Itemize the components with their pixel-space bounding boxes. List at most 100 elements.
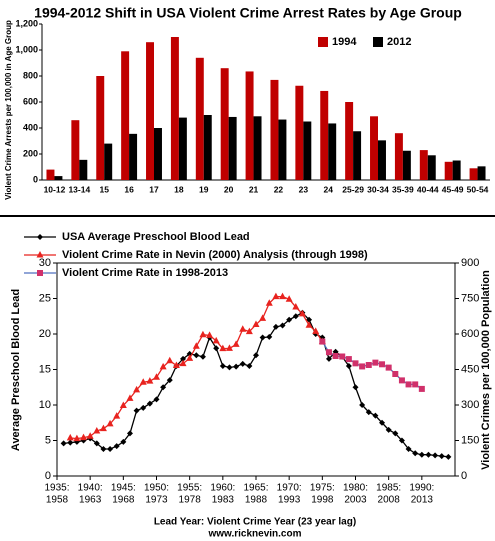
x-tick-sublabel: 2003 [344, 495, 367, 506]
point [405, 446, 412, 453]
x-tick-sublabel: 2013 [411, 495, 434, 506]
point [133, 385, 141, 393]
point [206, 331, 214, 338]
x-tick-label: 10-12 [44, 184, 66, 194]
x-tick-label: 16 [124, 184, 134, 194]
point [286, 316, 293, 323]
bar [154, 128, 162, 180]
x-tick-label: 1940: [78, 483, 103, 494]
legend-label: USA Average Preschool Blood Lead [62, 231, 250, 243]
point [86, 432, 94, 439]
y2-tick-label: 600 [461, 328, 479, 340]
bar [353, 131, 362, 180]
point [345, 356, 352, 363]
point [425, 451, 432, 458]
point [266, 333, 273, 340]
point [225, 344, 233, 351]
bar [469, 168, 478, 180]
point [126, 394, 134, 401]
point [246, 362, 253, 369]
point [166, 356, 174, 364]
y-tick-label: 400 [23, 122, 38, 132]
point [166, 377, 173, 384]
point [405, 381, 412, 388]
point [398, 437, 405, 444]
point [272, 292, 280, 300]
x-tick-sublabel: 1963 [79, 495, 102, 506]
y-tick-label: 20 [39, 328, 51, 340]
point [199, 330, 207, 338]
x-tick-label: 23 [299, 184, 309, 194]
point [199, 353, 206, 360]
x-tick-sublabel: 1993 [278, 495, 301, 506]
point [120, 438, 127, 445]
y-tick-label: 1,200 [15, 18, 38, 28]
x-tick-label: 25-29 [342, 184, 364, 194]
x-tick-label: 20 [224, 184, 234, 194]
x-tick-sublabel: 1978 [179, 495, 202, 506]
point [359, 363, 366, 370]
y-axis-label: Violent Crime Arrests per 100,000 in Age… [4, 20, 13, 200]
bar [96, 76, 105, 180]
legend-label: 2012 [387, 36, 411, 48]
bar [79, 159, 88, 180]
bar [129, 133, 138, 180]
point [292, 313, 299, 320]
point [140, 404, 147, 411]
chart-title: 1994-2012 Shift in USA Violent Crime Arr… [34, 5, 462, 21]
point [279, 292, 287, 300]
annotation: www.ricknevin.com [208, 529, 302, 540]
x-tick-label: 1970: [277, 483, 302, 494]
point [359, 402, 366, 408]
legend-swatch [373, 37, 383, 47]
bar [54, 176, 63, 180]
x-tick-label: 19 [199, 184, 209, 194]
point [192, 342, 200, 349]
point [67, 439, 74, 446]
point [119, 401, 127, 408]
point [339, 353, 346, 360]
y-tick-label: 0 [45, 470, 51, 482]
point [233, 363, 240, 370]
x-tick-label: 17 [149, 184, 159, 194]
bar [278, 119, 287, 180]
point [432, 452, 439, 459]
x-tick-label: 1965: [243, 483, 268, 494]
y-tick-label: 5 [45, 434, 51, 446]
x-tick-label: 21 [249, 184, 259, 194]
point [107, 446, 114, 453]
y-tick-label: 25 [39, 292, 51, 304]
point [113, 412, 121, 419]
point [325, 355, 332, 362]
point [66, 433, 74, 441]
x-tick-label: 1975: [310, 483, 335, 494]
x-tick-sublabel: 1968 [112, 495, 135, 506]
y-tick-label: 0 [33, 174, 38, 184]
point [438, 453, 445, 460]
x-tick-label: 1945: [111, 483, 136, 494]
point [60, 440, 67, 447]
point [226, 364, 233, 371]
y-tick-label: 1,000 [15, 44, 38, 54]
point [213, 345, 220, 352]
bar [146, 42, 154, 181]
point [372, 359, 379, 366]
x-tick-label: 35-39 [392, 184, 414, 194]
point [179, 359, 187, 367]
x-tick-sublabel: 1983 [212, 495, 235, 506]
point [319, 338, 326, 345]
point [146, 400, 153, 407]
bar [170, 37, 179, 180]
x-tick-sublabel: 1958 [46, 495, 69, 506]
bar [220, 68, 229, 180]
point [153, 396, 160, 403]
point [239, 325, 247, 332]
point [279, 322, 286, 329]
x-tick-sublabel: 1988 [245, 495, 268, 506]
point [392, 430, 399, 437]
point [232, 340, 240, 347]
bar [452, 160, 461, 180]
point [172, 361, 180, 368]
bar [203, 115, 212, 180]
